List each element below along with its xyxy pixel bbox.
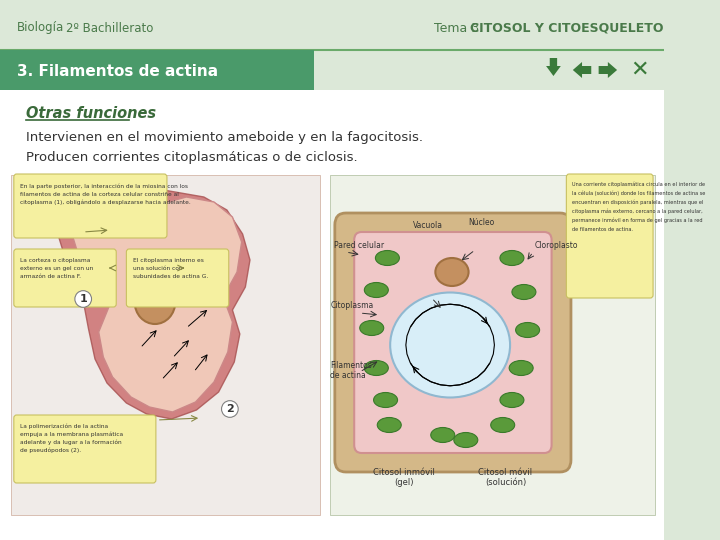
Text: Núcleo: Núcleo xyxy=(469,218,495,227)
Ellipse shape xyxy=(512,285,536,300)
Text: CITOSOL Y CITOESQUELETO: CITOSOL Y CITOESQUELETO xyxy=(470,22,664,35)
Text: Vacuola: Vacuola xyxy=(413,221,444,230)
Text: 2: 2 xyxy=(226,404,234,414)
Text: La corteza o citoplasma: La corteza o citoplasma xyxy=(20,258,91,263)
Text: externo es un gel con un: externo es un gel con un xyxy=(20,266,94,271)
Polygon shape xyxy=(546,58,561,76)
Text: Citosol inmóvil: Citosol inmóvil xyxy=(373,468,435,477)
FancyBboxPatch shape xyxy=(14,415,156,483)
Text: permanece inmóvil en forma de gel gracias a la red: permanece inmóvil en forma de gel gracia… xyxy=(572,218,703,223)
FancyBboxPatch shape xyxy=(354,232,552,453)
Text: citoplasma (1), obligándolo a desplazarse hacia adelante.: citoplasma (1), obligándolo a desplazars… xyxy=(20,199,191,205)
Text: En la parte posterior, la interacción de la miosina con los: En la parte posterior, la interacción de… xyxy=(20,184,189,189)
Ellipse shape xyxy=(436,258,469,286)
Polygon shape xyxy=(57,183,250,419)
FancyBboxPatch shape xyxy=(0,50,314,90)
Text: 1: 1 xyxy=(79,294,87,304)
Ellipse shape xyxy=(509,361,533,375)
Text: Filamentos: Filamentos xyxy=(330,361,372,370)
Text: la célula (solución) donde los filamentos de actina se: la célula (solución) donde los filamento… xyxy=(572,191,706,196)
FancyBboxPatch shape xyxy=(127,249,229,307)
FancyBboxPatch shape xyxy=(14,174,167,238)
Text: Cloroplasto: Cloroplasto xyxy=(535,241,578,250)
FancyBboxPatch shape xyxy=(335,213,571,472)
FancyBboxPatch shape xyxy=(567,174,653,298)
Ellipse shape xyxy=(364,282,388,298)
Text: citoplasma más externo, cercano a la pared celular,: citoplasma más externo, cercano a la par… xyxy=(572,208,703,214)
Ellipse shape xyxy=(364,361,388,375)
Text: Otras funciones: Otras funciones xyxy=(26,105,156,120)
Text: 3. Filamentos de actina: 3. Filamentos de actina xyxy=(17,64,217,79)
Ellipse shape xyxy=(491,417,515,433)
Ellipse shape xyxy=(431,428,455,442)
Text: (gel): (gel) xyxy=(395,478,414,487)
Circle shape xyxy=(135,280,175,324)
Ellipse shape xyxy=(454,433,478,448)
Ellipse shape xyxy=(377,417,401,433)
Text: de actina: de actina xyxy=(330,371,366,380)
Text: Intervienen en el movimiento ameboide y en la fagocitosis.: Intervienen en el movimiento ameboide y … xyxy=(26,132,423,145)
FancyBboxPatch shape xyxy=(0,90,664,540)
Text: adelante y da lugar a la formación: adelante y da lugar a la formación xyxy=(20,440,122,445)
Ellipse shape xyxy=(374,393,397,408)
FancyBboxPatch shape xyxy=(330,175,655,515)
Polygon shape xyxy=(598,62,617,78)
Text: Pared celular: Pared celular xyxy=(334,241,384,250)
Text: encuentran en disposición paralela, mientras que el: encuentran en disposición paralela, mien… xyxy=(572,199,703,205)
FancyBboxPatch shape xyxy=(11,175,320,515)
Text: filamentos de actina de la corteza celular constriñe al: filamentos de actina de la corteza celul… xyxy=(20,192,179,197)
Ellipse shape xyxy=(516,322,539,338)
Text: La polimerización de la actina: La polimerización de la actina xyxy=(20,423,109,429)
Text: de filamentos de actina.: de filamentos de actina. xyxy=(572,227,633,232)
Text: una solución con: una solución con xyxy=(132,266,182,271)
Text: Una corriente citoplasmática circula en el interior de: Una corriente citoplasmática circula en … xyxy=(572,181,705,187)
Text: (solución): (solución) xyxy=(485,478,526,487)
Text: Citosol móvil: Citosol móvil xyxy=(478,468,533,477)
Text: Biología: Biología xyxy=(17,22,64,35)
Text: Citoplasma: Citoplasma xyxy=(330,301,374,310)
Ellipse shape xyxy=(390,293,510,397)
Text: ✕: ✕ xyxy=(630,60,649,80)
Polygon shape xyxy=(573,62,591,78)
FancyBboxPatch shape xyxy=(14,249,116,307)
Text: El citoplasma interno es: El citoplasma interno es xyxy=(132,258,204,263)
Text: subunidades de actina G.: subunidades de actina G. xyxy=(132,274,208,279)
Text: de pseudópodos (2).: de pseudópodos (2). xyxy=(20,448,81,453)
Text: empuja a la membrana plasmática: empuja a la membrana plasmática xyxy=(20,431,123,437)
Ellipse shape xyxy=(360,321,384,335)
Text: Producen corrientes citoplasmáticas o de ciclosis.: Producen corrientes citoplasmáticas o de… xyxy=(26,152,357,165)
Ellipse shape xyxy=(375,251,400,266)
Text: 2º Bachillerato: 2º Bachillerato xyxy=(66,22,154,35)
Ellipse shape xyxy=(500,393,524,408)
Ellipse shape xyxy=(500,251,524,266)
FancyBboxPatch shape xyxy=(0,0,664,50)
Text: Tema 3.: Tema 3. xyxy=(433,22,487,35)
Polygon shape xyxy=(68,187,242,412)
Text: armazón de actina F.: armazón de actina F. xyxy=(20,274,81,279)
